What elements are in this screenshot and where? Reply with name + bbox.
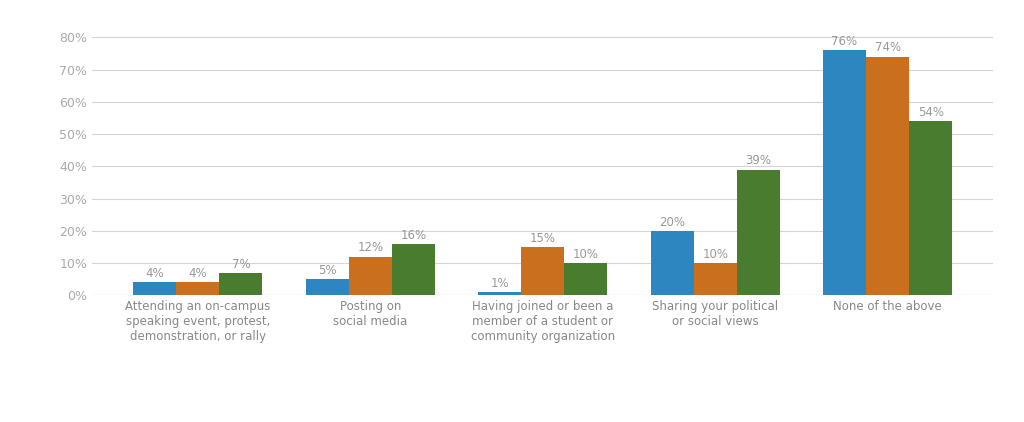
Text: 74%: 74%	[874, 41, 901, 54]
Text: 39%: 39%	[745, 154, 771, 167]
Bar	[219, 273, 262, 295]
Text: 4%: 4%	[188, 267, 207, 280]
Text: 76%: 76%	[831, 35, 857, 48]
Text: 12%: 12%	[357, 241, 383, 254]
Bar	[693, 263, 736, 295]
Text: 4%: 4%	[145, 267, 164, 280]
Bar	[305, 279, 349, 295]
Bar	[349, 257, 392, 295]
Bar	[823, 50, 866, 295]
Text: 7%: 7%	[231, 257, 250, 271]
Text: 10%: 10%	[702, 248, 728, 261]
Bar	[133, 282, 176, 295]
Bar	[564, 263, 607, 295]
Text: 20%: 20%	[659, 216, 685, 229]
Bar	[866, 57, 909, 295]
Bar	[909, 121, 952, 295]
Text: 10%: 10%	[572, 248, 599, 261]
Bar	[736, 170, 780, 295]
Legend: Democrat, Independent, Republican: Democrat, Independent, Republican	[367, 417, 719, 422]
Bar	[478, 292, 521, 295]
Text: 54%: 54%	[918, 106, 944, 119]
Bar	[521, 247, 564, 295]
Text: 1%: 1%	[490, 277, 509, 290]
Bar	[650, 231, 693, 295]
Text: 16%: 16%	[400, 228, 426, 241]
Bar	[176, 282, 219, 295]
Bar	[392, 244, 435, 295]
Text: 15%: 15%	[529, 232, 556, 245]
Text: 5%: 5%	[317, 264, 337, 277]
